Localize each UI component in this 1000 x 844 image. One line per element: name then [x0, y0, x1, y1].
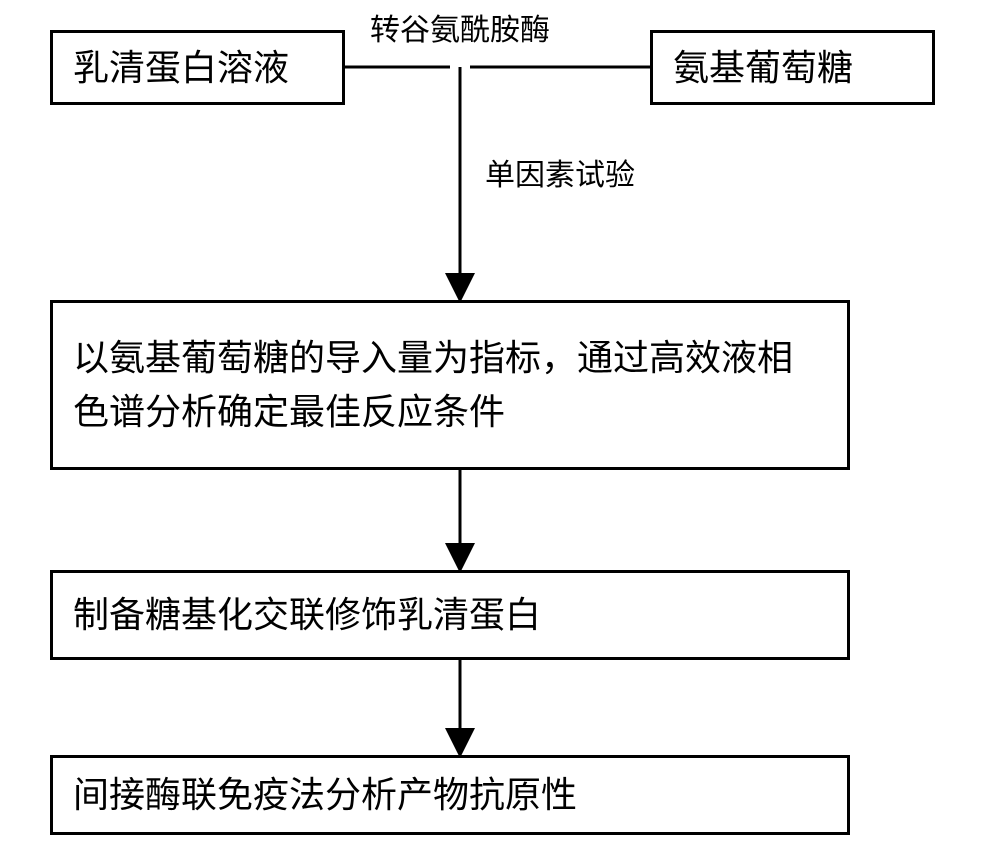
label-single-factor-text: 单因素试验 — [485, 159, 635, 192]
box-elisa-analysis: 间接酶联免疫法分析产物抗原性 — [50, 755, 850, 835]
flowchart-container: 乳清蛋白溶液 氨基葡萄糖 以氨基葡萄糖的导入量为指标，通过高效液相色谱分析确定最… — [0, 0, 1000, 844]
label-single-factor: 单因素试验 — [485, 150, 635, 194]
box-preparation-text: 制备糖基化交联修饰乳清蛋白 — [73, 588, 541, 642]
box-whey-protein: 乳清蛋白溶液 — [50, 30, 345, 105]
label-transglutaminase-text: 转谷氨酰胺酶 — [370, 14, 550, 47]
box-whey-protein-text: 乳清蛋白溶液 — [73, 41, 289, 95]
box-hplc-analysis: 以氨基葡萄糖的导入量为指标，通过高效液相色谱分析确定最佳反应条件 — [50, 300, 850, 470]
box-glucosamine-text: 氨基葡萄糖 — [673, 41, 853, 95]
box-glucosamine: 氨基葡萄糖 — [650, 30, 935, 105]
box-elisa-analysis-text: 间接酶联免疫法分析产物抗原性 — [73, 768, 577, 822]
label-transglutaminase: 转谷氨酰胺酶 — [370, 5, 550, 49]
box-hplc-analysis-text: 以氨基葡萄糖的导入量为指标，通过高效液相色谱分析确定最佳反应条件 — [73, 331, 827, 439]
box-preparation: 制备糖基化交联修饰乳清蛋白 — [50, 570, 850, 660]
